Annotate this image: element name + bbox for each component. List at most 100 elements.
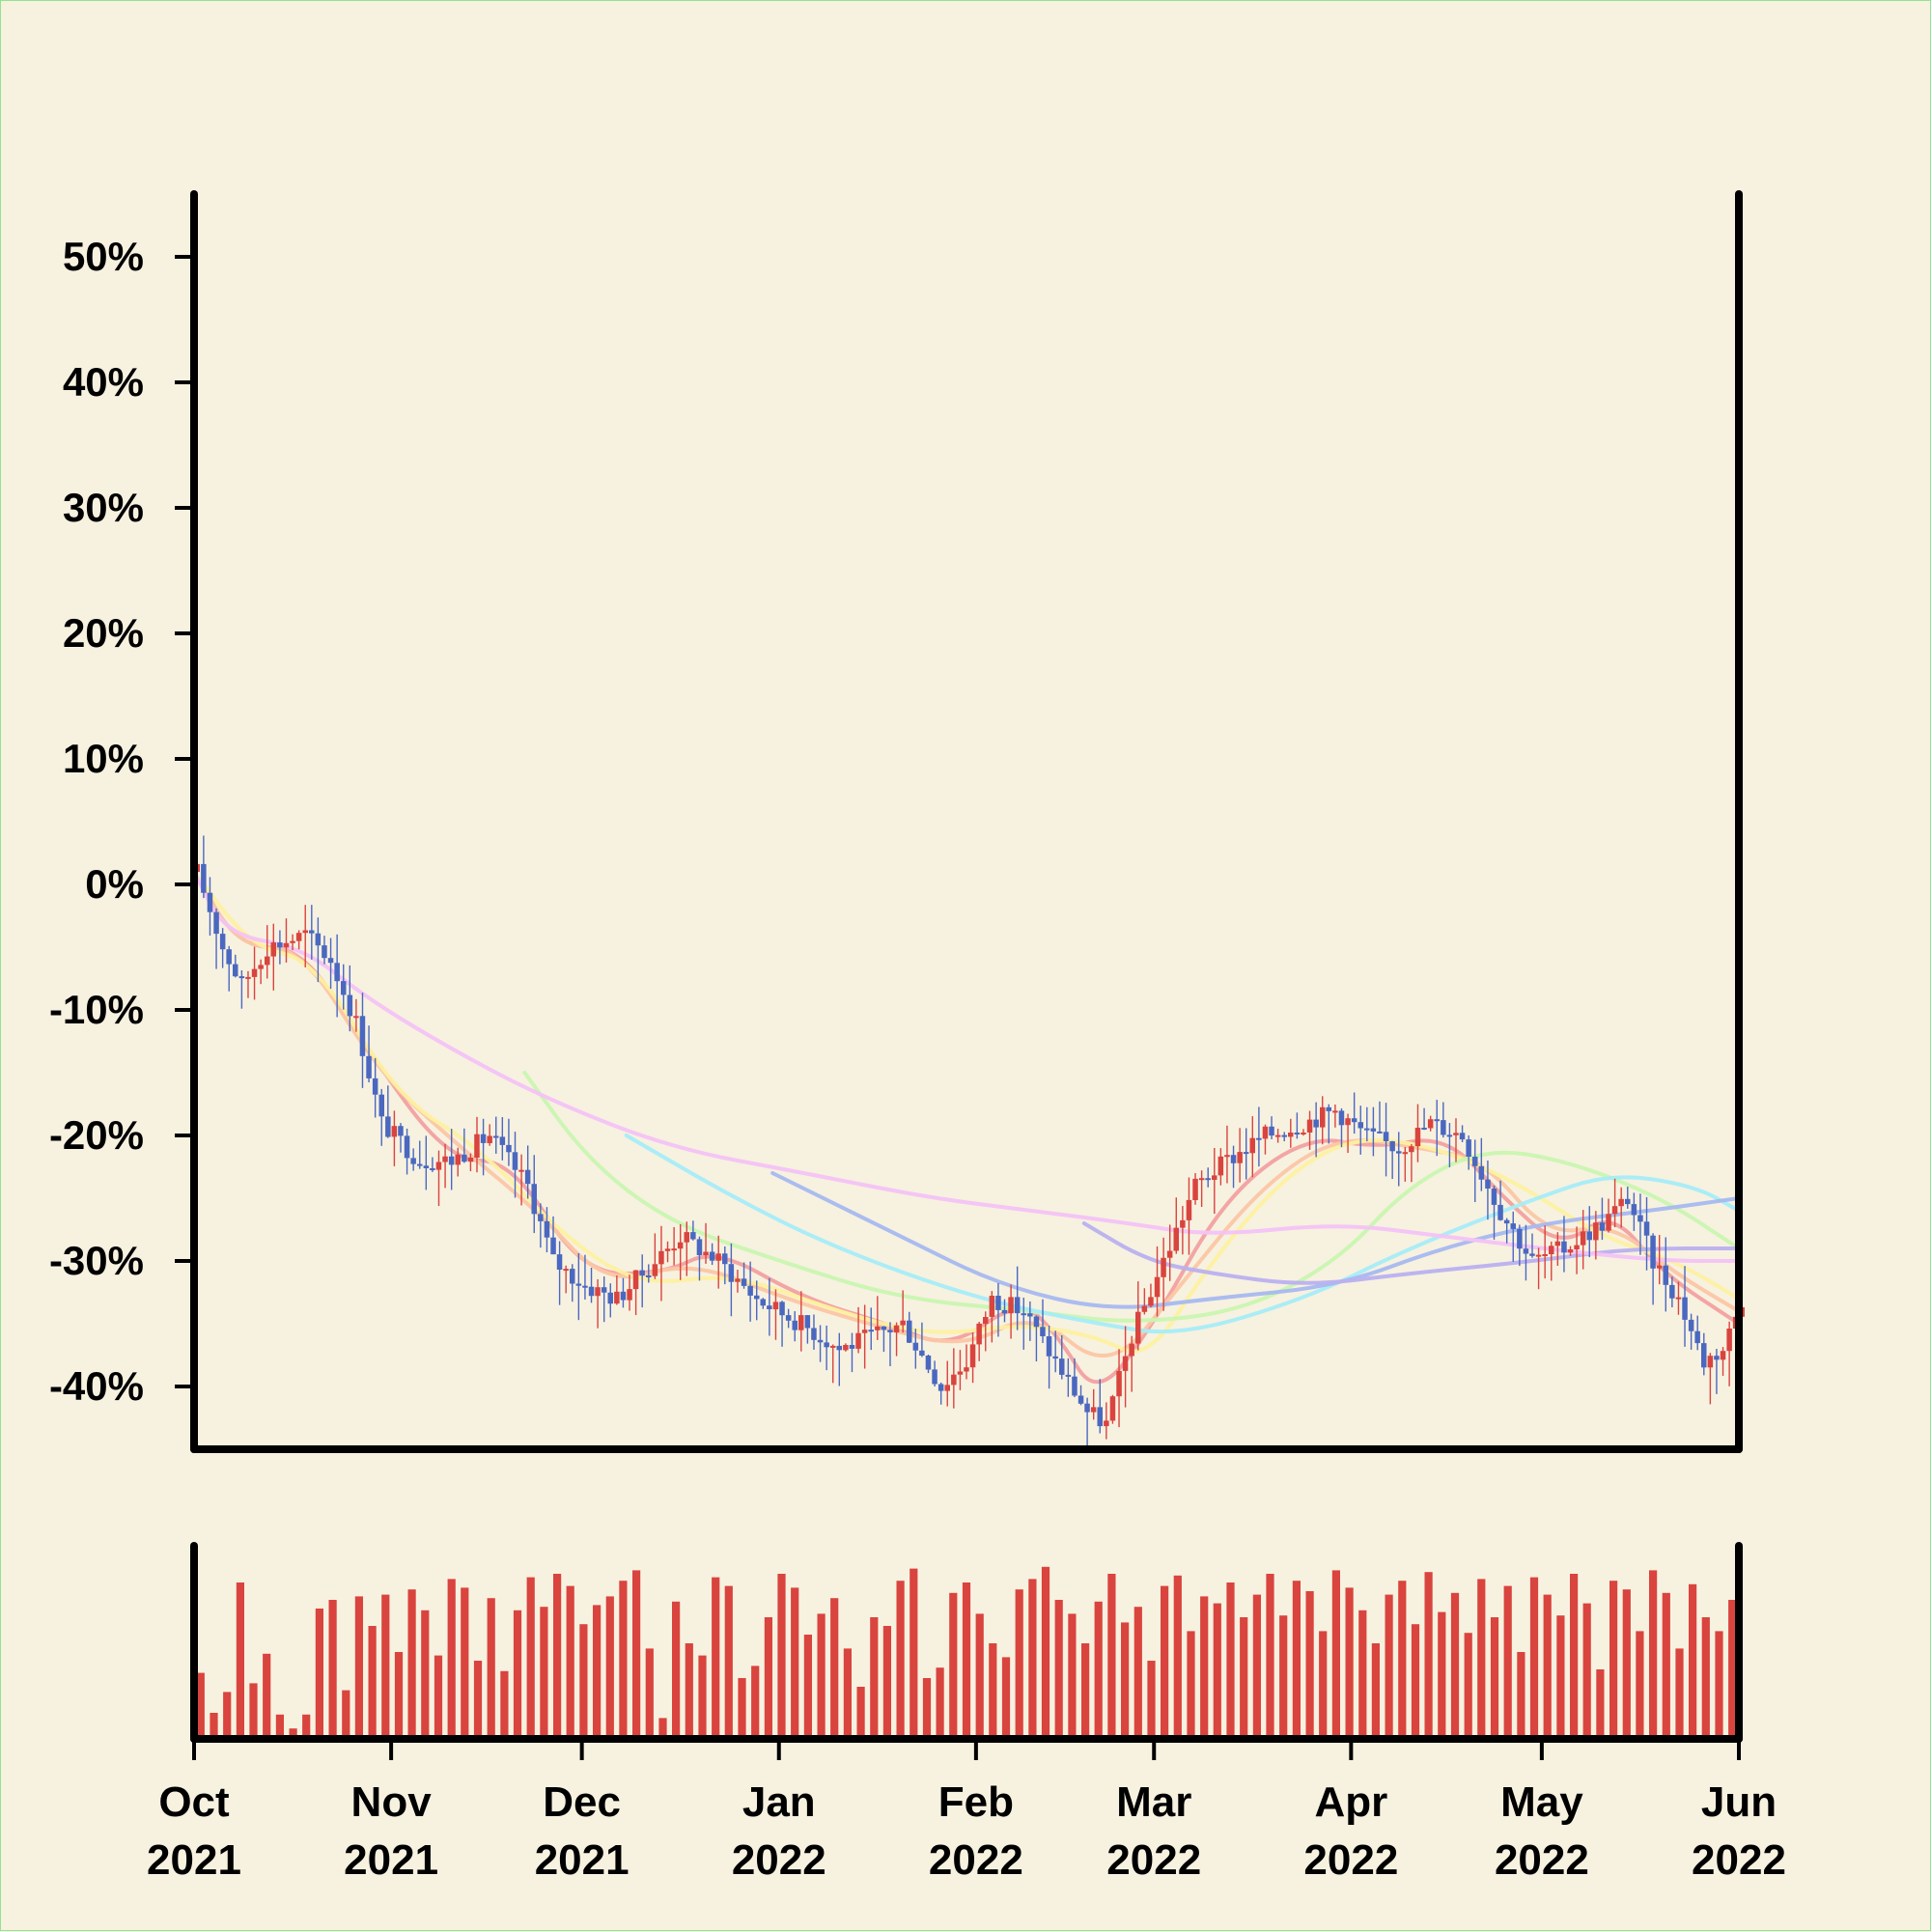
volume-bar [434, 1655, 443, 1739]
candle-body [1669, 1284, 1675, 1299]
volume-bar [1358, 1610, 1367, 1739]
candle-body [1274, 1134, 1281, 1137]
candle-body [938, 1384, 944, 1391]
candle-body [467, 1158, 474, 1162]
candle-body [1001, 1309, 1008, 1314]
volume-bar [777, 1574, 786, 1739]
candle-body [512, 1152, 518, 1170]
candle-body [295, 933, 302, 941]
candle-body [1249, 1137, 1255, 1154]
x-tick-label-year: 2021 [344, 1836, 438, 1884]
candle-body [201, 863, 207, 893]
volume-bar [724, 1585, 733, 1739]
candle-body [664, 1248, 671, 1251]
candle-body [932, 1369, 938, 1385]
candle-body [309, 930, 315, 934]
candle-body [684, 1232, 689, 1243]
candle-body [327, 958, 334, 964]
candle-body [1084, 1403, 1090, 1413]
volume-bars [196, 1566, 1737, 1739]
candle-body [455, 1154, 461, 1165]
candle-body [849, 1345, 855, 1349]
candle-body [722, 1253, 728, 1265]
y-axis-ticks: 50% 40% 30% 20% 10% 0% -10% -20% -30% -40% [49, 234, 194, 1409]
candle-body [462, 1154, 467, 1162]
candle-body [944, 1385, 950, 1391]
volume-bar [1582, 1603, 1591, 1739]
volume-bar [342, 1690, 350, 1739]
candle-body [1014, 1297, 1021, 1314]
volume-bar [223, 1692, 232, 1739]
candle-body [779, 1302, 785, 1316]
x-axis-ticks: Oct 2021 Nov 2021 Dec 2021 Jan 2022 Feb 2022 Mar 20… [147, 1739, 1786, 1884]
candle-body [912, 1342, 919, 1351]
candle-body [811, 1328, 817, 1340]
candle-body [951, 1374, 957, 1386]
candle-body [1529, 1253, 1535, 1256]
candle-body [556, 1254, 563, 1270]
candle-body [1148, 1297, 1154, 1306]
candle-body [1459, 1133, 1466, 1140]
volume-bar [1609, 1581, 1618, 1739]
candle-body [804, 1315, 811, 1329]
candle-body [1077, 1395, 1084, 1404]
candle-body [1320, 1106, 1326, 1128]
x-tick-label-month: Mar [1116, 1778, 1191, 1826]
candle-body [1046, 1336, 1052, 1357]
volume-bar [712, 1577, 720, 1739]
candle-body [1313, 1119, 1319, 1128]
volume-bar [870, 1617, 879, 1739]
y-tick-label: 20% [63, 610, 144, 656]
candle-body [506, 1144, 512, 1153]
candle-body [887, 1330, 893, 1332]
volume-bar [196, 1672, 205, 1739]
candle-body [334, 963, 340, 982]
candle-body [1332, 1110, 1338, 1113]
candle-body [855, 1332, 861, 1349]
candle-body [1262, 1126, 1269, 1139]
candle-body [359, 1016, 366, 1056]
candle-body [1611, 1206, 1618, 1215]
candle-body [575, 1283, 582, 1286]
candle-body [1205, 1178, 1211, 1181]
candle-body [435, 1162, 442, 1170]
volume-bar [1161, 1585, 1169, 1739]
candle-body [1466, 1139, 1471, 1157]
candle-body [1561, 1241, 1567, 1253]
y-tick-label: 40% [63, 359, 144, 405]
y-tick-label: -40% [49, 1363, 144, 1409]
candle-body [900, 1320, 906, 1326]
candle-body [976, 1323, 982, 1345]
volume-bar [1728, 1600, 1737, 1739]
candle-body [1198, 1178, 1205, 1181]
y-tick-label: 50% [63, 234, 144, 279]
volume-bar [1662, 1592, 1670, 1739]
candle-body [1186, 1199, 1192, 1220]
x-tick-label-year: 2022 [1303, 1836, 1398, 1884]
candle-body [1414, 1128, 1421, 1147]
volume-bar [1689, 1583, 1697, 1739]
candle-body [1237, 1152, 1243, 1163]
volume-bar [975, 1613, 984, 1739]
candle-body [964, 1367, 969, 1372]
candle-body [1370, 1128, 1377, 1132]
candle-body [493, 1135, 499, 1138]
candle-body [366, 1055, 372, 1078]
candle-body [1402, 1152, 1409, 1155]
candle-body [1637, 1215, 1643, 1222]
candle-body [627, 1289, 632, 1301]
candle-body [1409, 1146, 1414, 1153]
volume-bar [1121, 1622, 1130, 1739]
candle-body [1301, 1133, 1306, 1134]
candle-body [1535, 1254, 1542, 1257]
candle-body [1441, 1120, 1446, 1135]
moving-average-line-7 [1081, 1221, 1741, 1285]
volume-bar [962, 1582, 971, 1739]
candle-body [1033, 1316, 1040, 1328]
candle-body [1166, 1250, 1173, 1258]
volume-bar [605, 1596, 614, 1739]
volume-bar [1292, 1581, 1301, 1739]
volume-bar [473, 1661, 483, 1739]
